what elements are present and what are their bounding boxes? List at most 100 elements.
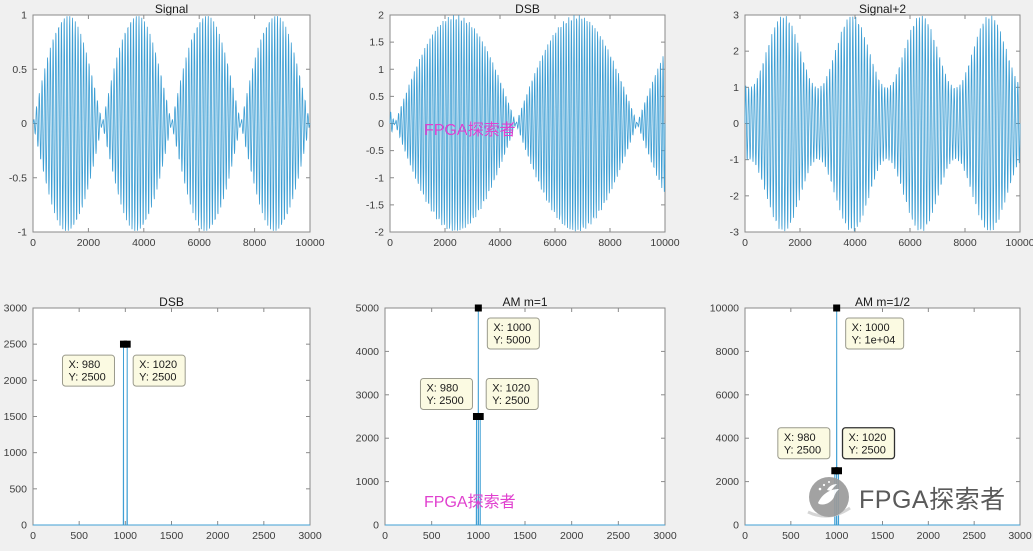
x-tick-label: 500	[423, 530, 441, 542]
x-tick-label: 4000	[132, 237, 156, 249]
datatip-marker[interactable]	[472, 413, 480, 420]
y-tick-label: -2	[375, 227, 384, 239]
y-tick-label: 0.5	[369, 91, 384, 103]
datatip-marker[interactable]	[119, 340, 127, 348]
datatip-text: X: 1000	[493, 322, 531, 334]
y-tick-label: 2	[733, 46, 739, 58]
y-tick-label: -1	[730, 154, 739, 166]
datatip-marker[interactable]	[474, 304, 482, 312]
y-tick-label: 2000	[4, 375, 28, 387]
dove-logo-icon	[807, 477, 851, 518]
subplot-am-m1-spectrum: 0 500 1000 1500 2000 2500 3000 0 1000 2000 3000 400…	[356, 303, 677, 543]
datatip-marker[interactable]	[835, 467, 842, 475]
y-tick-label: 8000	[716, 346, 740, 358]
y-tick-label: 4000	[356, 346, 380, 358]
x-tick-label: 10000	[295, 237, 324, 249]
x-tick-label: 8000	[953, 237, 977, 249]
spectrum-path[interactable]	[33, 344, 310, 526]
annotation-dsb-text: FPGA探索者	[424, 122, 516, 139]
x-tick-label: 2000	[917, 530, 941, 542]
x-tick-label: 3000	[298, 530, 322, 542]
x-tick-label: 0	[382, 530, 388, 542]
x-tick-label: 0	[30, 237, 36, 249]
x-tick-label: 0	[387, 237, 393, 249]
subplot-signal-plus-2-time: 0 2000 4000 6000 8000 10000 -3 -2 -1 0 1 2 3	[730, 10, 1033, 250]
x-tick-label: 2000	[788, 237, 812, 249]
subplot-dsb-spectrum: 0 500 1000 1500 2000 2500 3000 0 500 1000 1500 2000…	[4, 303, 322, 543]
datatip[interactable]	[841, 427, 896, 460]
x-tick-label: 2500	[252, 530, 276, 542]
datatip-text: X: 1020	[139, 359, 177, 371]
x-tick-label: 8000	[243, 237, 267, 249]
y-tick-label: 4000	[716, 433, 740, 445]
datatip[interactable]	[777, 427, 831, 460]
x-tick-label: 0	[742, 530, 748, 542]
y-tick-label: -0.5	[366, 145, 384, 157]
y-tick-label: -2	[730, 190, 739, 202]
datatip-text: Y: 2500	[784, 444, 821, 456]
datatip-text: Y: 2500	[68, 372, 105, 384]
y-tick-label: -1	[18, 227, 27, 239]
datatip-text: X: 980	[784, 432, 816, 444]
subplot-signal-time: 0 2000 4000 6000 8000 10000 -1 -0.5 0 0.5 1	[9, 10, 325, 250]
x-tick-label: 3000	[1008, 530, 1032, 542]
y-tick-label: 2000	[356, 433, 380, 445]
datatip[interactable]	[61, 354, 115, 387]
y-tick-label: 0	[733, 118, 739, 130]
plot-title-am-m-half: AM m=1/2	[854, 295, 911, 309]
datatip-marker[interactable]	[833, 304, 841, 312]
x-tick-label: 2000	[77, 237, 101, 249]
datatip[interactable]	[132, 354, 186, 387]
plot-area[interactable]	[32, 307, 311, 526]
plot-title-dsb-time: DSB	[515, 2, 540, 16]
x-tick-label: 6000	[543, 237, 567, 249]
y-tick-label: 1.5	[369, 37, 384, 49]
y-tick-label: 5000	[356, 303, 380, 315]
plot-title-signal-plus2: Signal+2	[858, 2, 907, 16]
datatip-marker[interactable]	[123, 340, 131, 348]
y-tick-label: 1	[733, 82, 739, 94]
y-tick-label: -1	[375, 172, 384, 184]
waveform-path[interactable]	[32, 16, 311, 231]
watermark: FPGA探索者	[806, 475, 1006, 521]
plot-title-signal: Signal	[154, 2, 189, 16]
datatip-text: Y: 2500	[426, 395, 463, 407]
datatip-text: X: 1020	[849, 432, 887, 444]
datatip-marker[interactable]	[831, 467, 839, 475]
x-tick-label: 1500	[871, 530, 895, 542]
waveform-path[interactable]	[389, 15, 666, 232]
datatip[interactable]	[419, 378, 473, 410]
y-tick-label: 0	[373, 520, 379, 532]
x-tick-label: 6000	[898, 237, 922, 249]
y-tick-label: -0.5	[9, 172, 27, 184]
x-tick-label: 2000	[433, 237, 457, 249]
x-tick-label: 2500	[962, 530, 986, 542]
y-tick-label: 3000	[356, 389, 380, 401]
y-tick-label: 0	[21, 520, 27, 532]
y-tick-label: 10000	[710, 303, 739, 315]
datatip[interactable]	[485, 378, 539, 410]
datatip-text: X: 1000	[852, 322, 890, 334]
datatip-text: Y: 2500	[849, 444, 886, 456]
annotation-am1-text: FPGA探索者	[424, 494, 516, 511]
y-tick-label: 6000	[716, 389, 740, 401]
y-tick-label: 1	[378, 64, 384, 76]
datatip-text: Y: 1e+04	[852, 335, 896, 347]
y-tick-label: 1500	[4, 411, 28, 423]
datatip[interactable]	[845, 317, 905, 350]
datatip[interactable]	[486, 317, 540, 350]
datatip-marker[interactable]	[476, 413, 484, 420]
x-tick-label: 4000	[488, 237, 512, 249]
datatip-text: Y: 2500	[492, 395, 529, 407]
x-tick-label: 0	[742, 237, 748, 249]
x-tick-label: 1500	[160, 530, 184, 542]
y-tick-label: 3	[733, 10, 739, 22]
x-tick-label: 500	[782, 530, 800, 542]
x-tick-label: 3000	[653, 530, 677, 542]
waveform-path[interactable]	[744, 15, 1021, 232]
y-tick-label: -1.5	[366, 199, 384, 211]
y-tick-label: 0.5	[12, 64, 27, 76]
x-tick-label: 10000	[1005, 237, 1033, 249]
